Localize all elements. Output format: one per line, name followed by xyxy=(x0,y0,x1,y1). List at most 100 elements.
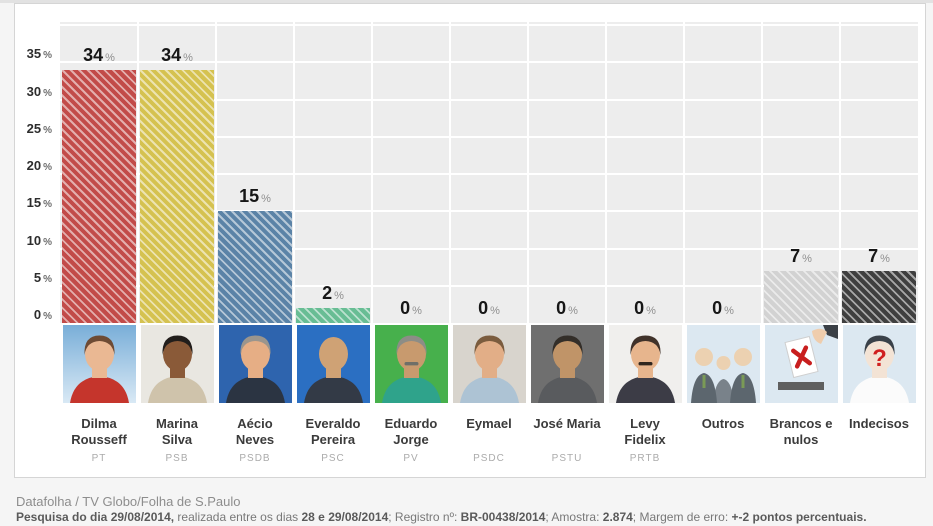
column-separator xyxy=(449,22,451,323)
photo-levy-fidelix xyxy=(606,325,684,403)
party-label-jose-maria: PSTU xyxy=(551,453,583,464)
photo-outros xyxy=(684,325,762,403)
bar-indecisos xyxy=(842,271,916,323)
candidate-name-eymael: Eymael xyxy=(466,416,512,431)
gridline xyxy=(60,24,918,26)
gridline xyxy=(60,135,918,138)
bar-column-outros: 0% xyxy=(684,22,762,323)
candidate-name-everaldo-pereira: Everaldo Pereira xyxy=(305,416,361,447)
value-label-outros: 0% xyxy=(712,298,734,318)
person-photo-illustration xyxy=(452,325,526,403)
candidate-name-outros: Outros xyxy=(701,416,745,431)
y-tick-label: 5% xyxy=(33,269,52,285)
photo-eduardo-jorge xyxy=(372,325,450,403)
column-separator xyxy=(215,22,217,323)
bar-everaldo-pereira xyxy=(296,308,370,323)
photo-everaldo-pereira xyxy=(294,325,372,403)
party-label-eymael: PSDC xyxy=(473,453,505,464)
gridline xyxy=(60,98,918,101)
value-label-marina-silva: 34% xyxy=(161,45,193,65)
candidate-names-row: Dilma Rousseff Marina Silva Aécio Neves Everal… xyxy=(60,416,918,448)
candidate-name-indecisos: Indecisos xyxy=(849,416,909,431)
bar-column-marina-silva: 34% xyxy=(138,22,216,323)
column-separator xyxy=(527,22,529,323)
bar-column-eymael: 0% xyxy=(450,22,528,323)
party-label-levy-fidelix: PRTB xyxy=(629,453,661,464)
photo-eymael xyxy=(450,325,528,403)
column-separator xyxy=(605,22,607,323)
group-icon xyxy=(686,325,760,403)
person-photo-illustration: ? xyxy=(842,325,916,403)
survey-details: Pesquisa do dia 29/08/2014, realizada en… xyxy=(16,510,867,524)
photo-jose-maria xyxy=(528,325,606,403)
gridline xyxy=(60,173,918,175)
value-label-eymael: 0% xyxy=(478,298,500,318)
candidate-name-marina-silva: Marina Silva xyxy=(156,416,198,447)
candidate-name-aecio-neves: Aécio Neves xyxy=(235,416,275,447)
column-separator xyxy=(839,22,841,323)
value-label-dilma-rousseff: 34% xyxy=(83,45,115,65)
value-label-levy-fidelix: 0% xyxy=(634,298,656,318)
candidate-name-brancos-e-nulos: Brancos e nulos xyxy=(769,416,833,447)
gridline xyxy=(60,210,918,213)
person-photo-illustration xyxy=(530,325,604,403)
person-photo-illustration xyxy=(218,325,292,403)
page-top-border xyxy=(0,0,933,3)
ballot-x-icon xyxy=(764,325,838,403)
y-axis-labels: 0% 5% 10% 15% 20% 25% 30% 35% xyxy=(8,22,52,323)
bar-column-everaldo-pereira: 2% xyxy=(294,22,372,323)
y-tick-label: 35% xyxy=(26,46,52,62)
person-photo-illustration xyxy=(374,325,448,403)
candidate-name-jose-maria: José Maria xyxy=(533,416,601,431)
party-label-everaldo-pereira: PSC xyxy=(321,453,345,464)
y-tick-label: 15% xyxy=(26,195,52,211)
photo-dilma-rousseff xyxy=(60,325,138,403)
value-label-eduardo-jorge: 0% xyxy=(400,298,422,318)
party-label-aecio-neves: PSDB xyxy=(239,453,271,464)
bar-columns: 34% 34% 15% 2% 0% 0% 0% 0% 0% 7% 7% xyxy=(60,22,918,323)
photo-indecisos: ? xyxy=(840,325,918,403)
bar-marina-silva xyxy=(140,70,214,323)
bar-aecio-neves xyxy=(218,211,292,323)
photo-brancos-e-nulos xyxy=(762,325,840,403)
bar-column-brancos-e-nulos: 7% xyxy=(762,22,840,323)
party-labels-row: PT PSB PSDB PSC PV PSDC PSTU PRTB xyxy=(60,453,918,464)
person-photo-illustration xyxy=(296,325,370,403)
question-mark-icon: ? xyxy=(872,345,887,372)
source-credit: Datafolha / TV Globo/Folha de S.Paulo xyxy=(16,494,241,509)
column-separator xyxy=(683,22,685,323)
candidate-name-eduardo-jorge: Eduardo Jorge xyxy=(384,416,438,447)
column-separator xyxy=(761,22,763,323)
candidate-photos-row: ? xyxy=(60,325,918,403)
photo-aecio-neves xyxy=(216,325,294,403)
party-label-dilma-rousseff: PT xyxy=(91,453,107,464)
bar-column-eduardo-jorge: 0% xyxy=(372,22,450,323)
value-label-everaldo-pereira: 2% xyxy=(322,283,344,303)
bar-brancos-e-nulos xyxy=(764,271,838,323)
gridline xyxy=(60,61,918,64)
value-label-aecio-neves: 15% xyxy=(239,186,271,206)
bar-column-aecio-neves: 15% xyxy=(216,22,294,323)
bar-dilma-rousseff xyxy=(62,70,136,323)
person-photo-illustration xyxy=(140,325,214,403)
candidate-name-dilma-rousseff: Dilma Rousseff xyxy=(71,416,127,447)
party-label-eduardo-jorge: PV xyxy=(403,453,419,464)
party-label-marina-silva: PSB xyxy=(165,453,189,464)
y-tick-label: 10% xyxy=(26,232,52,248)
y-tick-label: 25% xyxy=(26,120,52,136)
gridline xyxy=(60,247,918,250)
column-separator xyxy=(137,22,139,323)
bar-column-jose-maria: 0% xyxy=(528,22,606,323)
value-label-indecisos: 7% xyxy=(868,246,890,266)
bar-column-indecisos: 7% xyxy=(840,22,918,323)
party-label-indecisos xyxy=(840,453,918,464)
y-tick-label: 30% xyxy=(26,83,52,99)
bar-column-levy-fidelix: 0% xyxy=(606,22,684,323)
y-tick-label: 20% xyxy=(26,158,52,173)
bar-column-dilma-rousseff: 34% xyxy=(60,22,138,323)
value-label-brancos-e-nulos: 7% xyxy=(790,246,812,266)
column-separator xyxy=(293,22,295,323)
column-separator xyxy=(371,22,373,323)
person-photo-illustration xyxy=(608,325,682,403)
